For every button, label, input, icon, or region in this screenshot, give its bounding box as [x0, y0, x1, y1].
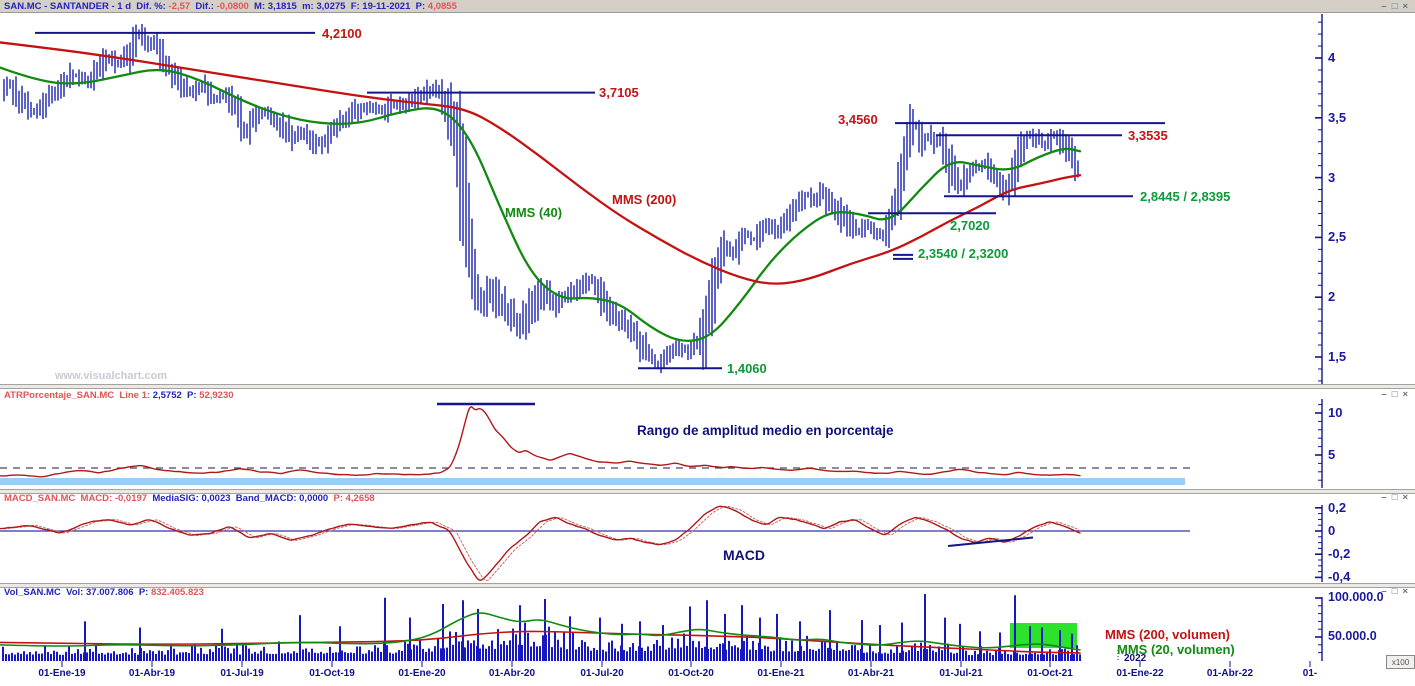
window-controls-main: – □ ×: [1381, 1, 1408, 12]
volume-header-segment: Vol_SAN.MC: [4, 587, 64, 598]
macd-header-segment: 0,0023: [201, 493, 231, 504]
y-axis-tick-label: 5: [1328, 447, 1336, 462]
macd-header-segment: MACD:: [77, 493, 115, 504]
macd-header-segment: -0,0197: [114, 493, 148, 504]
minimize-button[interactable]: –: [1381, 1, 1387, 12]
y-axis-tick-label: 10: [1328, 405, 1343, 420]
window-controls-atr: – □ ×: [1381, 389, 1408, 400]
x-axis-date-label: 01-Jul-21: [939, 668, 983, 679]
x-axis-date-label: 01-Jul-20: [580, 668, 624, 679]
volume-mms200-label: MMS (200, volumen): [1105, 627, 1230, 642]
atr-annotation: Rango de amplitud medio en porcentaje: [637, 423, 894, 438]
x-axis-date-label: 01-: [1302, 668, 1318, 679]
panel-separator-macd[interactable]: [0, 489, 1415, 494]
macd-header-segment: 0,0000: [299, 493, 329, 504]
year-2022-label: 2022: [1124, 653, 1147, 664]
mms200-line-label: MMS (200): [612, 192, 677, 207]
price-level-label: 2,7020: [950, 218, 990, 233]
macd-header-segment: MediaSIG:: [147, 493, 202, 504]
close-button[interactable]: ×: [1402, 492, 1408, 503]
x-axis-date-label: 01-Ene-19: [38, 668, 86, 679]
macd-header-segment: 4,2658: [345, 493, 375, 504]
maximize-button[interactable]: □: [1391, 389, 1398, 400]
minimize-button[interactable]: –: [1381, 389, 1387, 400]
price-level-label: 1,4060: [727, 361, 767, 376]
x-axis-date-label: 01-Jul-19: [220, 668, 264, 679]
y-axis-tick-label: 3,5: [1328, 109, 1347, 125]
price-level-label: 4,2100: [322, 26, 362, 41]
macd-header-segment: MACD_SAN.MC: [4, 493, 78, 504]
volume-header-segment: P:: [133, 587, 151, 598]
x-axis-date-label: 01-Oct-20: [668, 668, 714, 679]
atr-header-segment: Line 1:: [116, 390, 153, 401]
price-level-label: 3,3535: [1128, 128, 1168, 143]
close-button[interactable]: ×: [1402, 586, 1408, 597]
watermark: www.visualchart.com: [55, 370, 168, 382]
maximize-button[interactable]: □: [1391, 492, 1398, 503]
volume-mms20-label: MMS (20, volumen): [1117, 642, 1235, 657]
x-axis-date-label: 01-Ene-22: [1116, 668, 1164, 679]
y-axis-tick-label: 1,5: [1328, 349, 1347, 364]
x-axis-date-label: 01-Ene-20: [398, 668, 446, 679]
titlebar-segment: -0,0800: [216, 0, 249, 12]
atr-header-segment: ATRPorcentaje_SAN.MC: [4, 390, 117, 401]
price-level-label: 2,3540 / 2,3200: [918, 246, 1009, 261]
x-axis-date-label: 01-Abr-20: [488, 668, 536, 679]
x-axis-date-label: 01-Abr-21: [847, 668, 895, 679]
atr-header-segment: 52,9230: [199, 390, 234, 401]
close-button[interactable]: ×: [1402, 1, 1408, 12]
window-controls-volume: – □ ×: [1381, 586, 1408, 597]
y-axis-tick-label: 100.000.0: [1328, 590, 1384, 604]
titlebar-segment: M: 3,1815 m: 3,0275 F: 19-11-2021 P:: [248, 0, 428, 12]
volume-panel-header: Vol_SAN.MC Vol: 37.007.806 P: 832.405.82…: [4, 587, 204, 598]
panel-separator-atr[interactable]: [0, 384, 1415, 389]
x-axis-date-label: 01-Oct-19: [309, 668, 355, 679]
y-axis-tick-label: 2,5: [1328, 229, 1347, 245]
y-axis-tick-label: 0: [1328, 523, 1336, 538]
y-axis-tick-label: 50.000.0: [1328, 629, 1377, 643]
minimize-button[interactable]: –: [1381, 586, 1387, 597]
x-axis-date-label: 01-Ene-21: [757, 668, 805, 679]
macd-header-segment: P:: [328, 493, 346, 504]
y-axis-tick-label: 0,2: [1328, 499, 1347, 515]
price-level-label: 3,7105: [599, 85, 639, 100]
y-axis-tick-label: -0,2: [1328, 546, 1351, 562]
titlebar-segment: -2,57: [168, 0, 191, 12]
titlebar-segment: Dif.:: [190, 0, 217, 12]
y-axis-tick-label: 4: [1328, 50, 1336, 65]
close-button[interactable]: ×: [1402, 389, 1408, 400]
titlebar-segment: SAN.MC - SANTANDER - 1 d Dif. %:: [4, 0, 169, 12]
titlebar-segment: 4,0855: [427, 0, 457, 12]
atr-header-segment: 2,5752: [152, 390, 182, 401]
macd-header-segment: Band_MACD:: [230, 493, 300, 504]
price-level-label: 3,4560: [838, 112, 878, 127]
y-axis-tick-label: -0,4: [1328, 569, 1351, 585]
y-axis-tick-label: 3: [1328, 169, 1336, 185]
macd-annotation: MACD: [723, 547, 765, 563]
panel-separator-volume[interactable]: [0, 583, 1415, 588]
maximize-button[interactable]: □: [1391, 1, 1398, 12]
chart-window-titlebar[interactable]: SAN.MC - SANTANDER - 1 d Dif. %: -2,57 D…: [0, 0, 1415, 13]
minimize-button[interactable]: –: [1381, 492, 1387, 503]
atr-header-segment: P:: [181, 390, 200, 401]
window-controls-macd: – □ ×: [1381, 492, 1408, 503]
volume-header-segment: 37.007.806: [86, 587, 134, 598]
volume-scale-badge[interactable]: x100: [1386, 655, 1415, 669]
x-axis-date-label: 01-Abr-19: [128, 668, 176, 679]
volume-header-segment: Vol:: [63, 587, 86, 598]
volume-header-segment: 832.405.823: [150, 587, 204, 598]
price-level-label: 2,8445 / 2,8395: [1140, 189, 1231, 204]
x-axis-date-label: 01-Abr-22: [1206, 668, 1254, 679]
macd-panel-header: MACD_SAN.MC MACD: -0,0197 MediaSIG: 0,00…: [4, 493, 375, 504]
maximize-button[interactable]: □: [1391, 586, 1398, 597]
instrument-info-bar: SAN.MC - SANTANDER - 1 d Dif. %: -2,57 D…: [4, 1, 457, 12]
mms40-line-label: MMS (40): [505, 205, 563, 220]
x-axis-date-label: 01-Oct-21: [1027, 668, 1073, 679]
y-axis-tick-label: 2: [1328, 289, 1336, 305]
atr-panel-header: ATRPorcentaje_SAN.MC Line 1: 2,5752 P: 5…: [4, 390, 234, 401]
